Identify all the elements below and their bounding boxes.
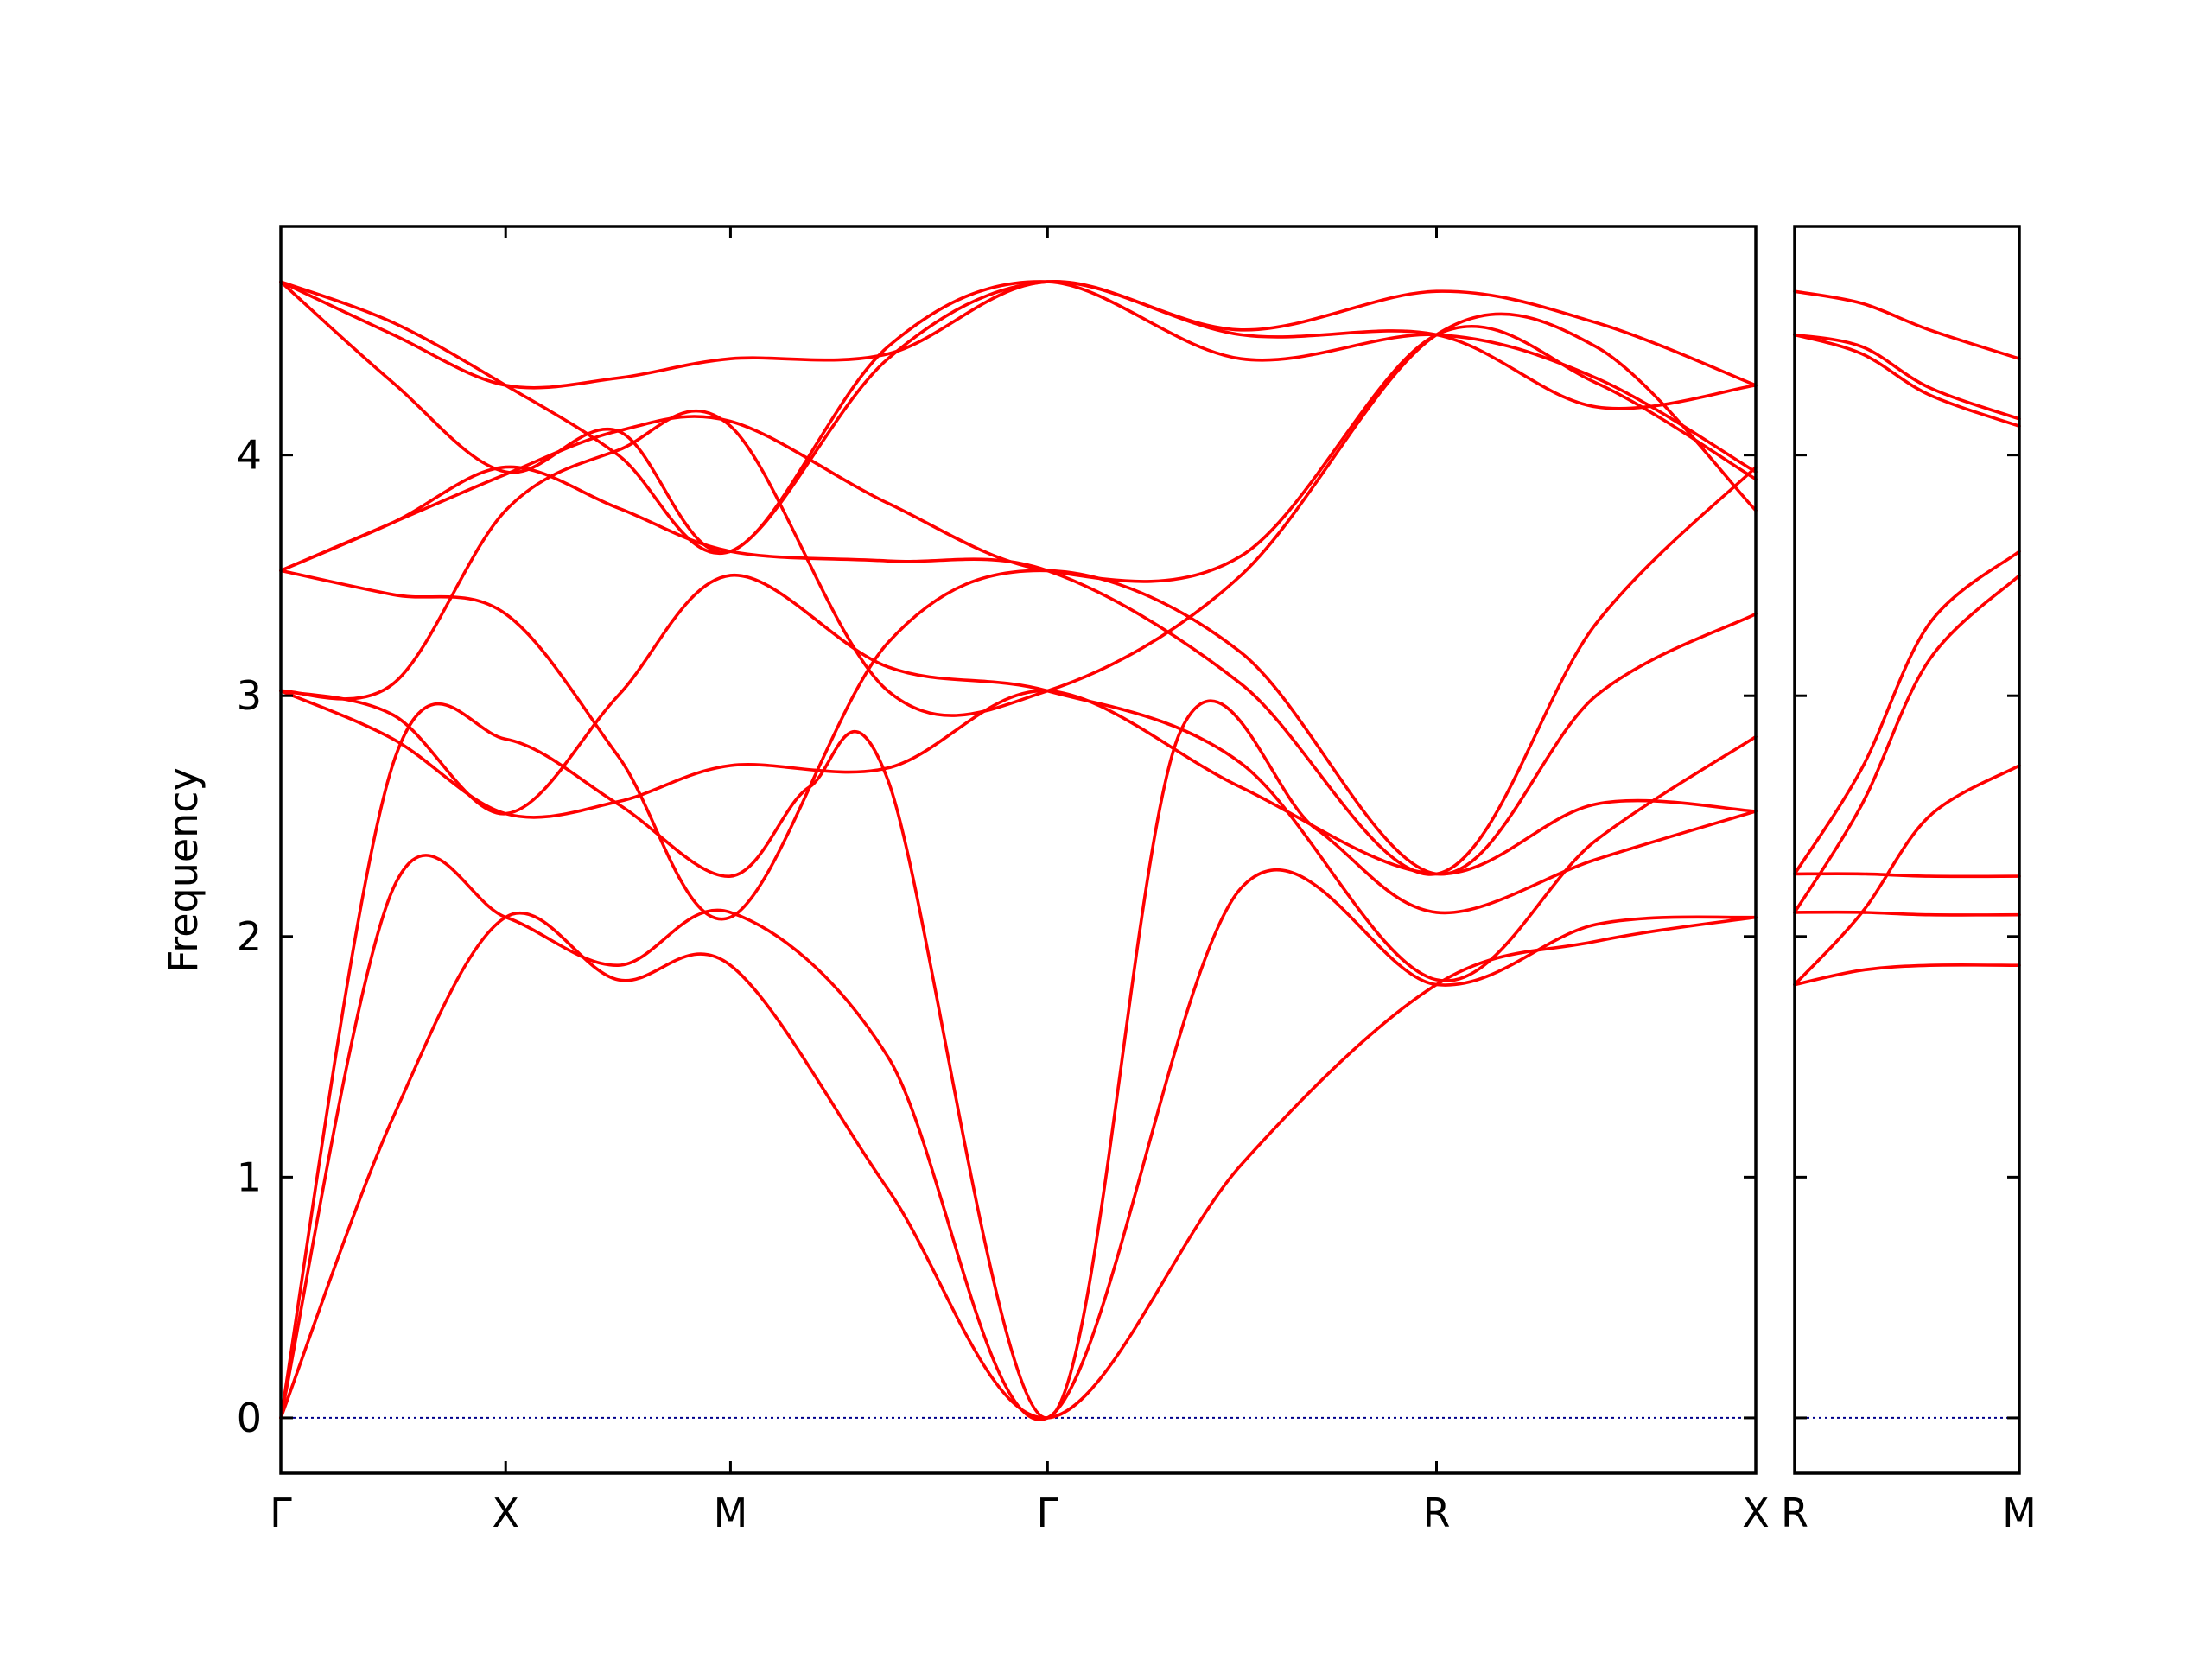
right-band-2 [1793,910,2021,917]
main-band-12 [279,280,1758,410]
right-xtick-label: R [1781,1490,1808,1536]
main-xtick-label: X [1742,1490,1770,1536]
main-band-6 [279,569,1758,921]
main-band-7 [279,312,1758,717]
main-xtick-label: R [1423,1490,1451,1536]
right-band-9 [1793,289,2021,360]
right-band-1 [1793,963,2021,987]
main-band-3 [279,699,1758,1420]
main-xtick-label: Γ [270,1490,292,1536]
main-band-2 [279,854,1758,1421]
ytick-label: 4 [237,432,262,479]
right-band-7 [1793,333,2021,428]
main-band-1 [279,911,1758,1420]
main-xtick-label: Γ [1037,1490,1059,1536]
main-band-4 [279,689,1758,876]
right-plot-frame [1793,225,2021,1475]
right-band-6 [1793,550,2021,876]
right-band-5 [1793,574,2021,914]
main-xtick-label: X [492,1490,519,1536]
right-band-8 [1793,333,2021,421]
ytick-label: 0 [237,1395,262,1441]
ytick-label: 3 [237,672,262,719]
right-band-3 [1793,872,2021,879]
main-band-8 [279,324,1758,583]
main-band-5 [279,574,1758,982]
ytick-label: 1 [237,1154,262,1200]
y-axis-label: Frequency [160,767,207,973]
right-xtick-label: M [2002,1490,2037,1536]
main-xtick-label: M [714,1490,748,1536]
ytick-label: 2 [237,913,262,960]
main-band-9 [279,465,1758,876]
main-band-10 [279,280,1758,555]
main-plot-frame [279,225,1758,1475]
right-band-4 [1793,764,2021,987]
